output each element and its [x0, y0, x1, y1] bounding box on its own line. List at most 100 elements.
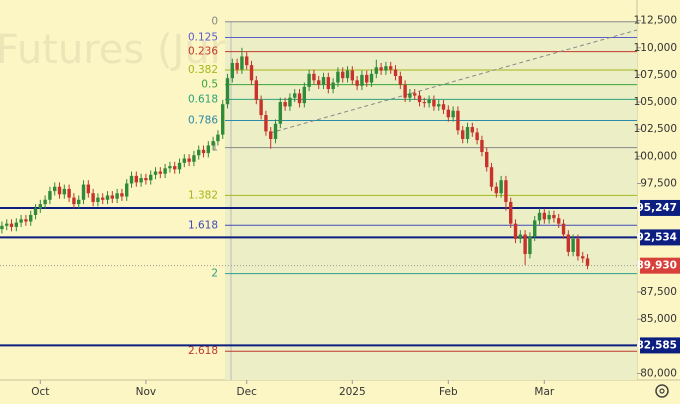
candle-body — [129, 175, 134, 184]
fib-label: 1.618 — [188, 219, 218, 231]
candle-body — [413, 93, 417, 96]
fib-label: 1.382 — [188, 189, 218, 201]
candle-body — [513, 223, 518, 239]
candle-body — [139, 178, 143, 183]
candle-body — [101, 197, 105, 200]
candle-body — [576, 238, 580, 257]
candle-body — [105, 195, 110, 200]
fib-label: 0.236 — [188, 46, 218, 58]
candle-body — [446, 109, 451, 118]
candle-body — [350, 70, 355, 81]
candle-body — [24, 219, 28, 222]
candle-body — [240, 56, 244, 70]
trend-line — [269, 29, 638, 134]
candle-body — [38, 204, 43, 209]
candle-body — [561, 223, 566, 235]
candle-body — [115, 193, 119, 199]
candle-body — [273, 123, 278, 139]
fib-zone — [225, 21, 637, 380]
candle-body — [317, 80, 321, 85]
fib-label: 0.382 — [188, 64, 218, 76]
candle-body — [173, 166, 177, 170]
price-tag — [640, 199, 680, 216]
candle-body — [523, 234, 527, 255]
price-tag-label: 95,247 — [636, 202, 677, 214]
settings-icon[interactable] — [655, 384, 669, 398]
candle-body — [19, 219, 23, 223]
candle-body — [269, 131, 273, 139]
candle-body — [475, 132, 479, 141]
candle-body — [77, 199, 81, 205]
fib-label: 2 — [211, 268, 218, 280]
y-tick-label: 112,500 — [634, 15, 677, 27]
candle-body — [417, 95, 422, 103]
candle-body — [403, 84, 407, 98]
candle-body — [393, 69, 398, 76]
x-tick-label: Feb — [439, 386, 458, 398]
candle-body — [144, 178, 148, 181]
candle-body — [230, 62, 235, 79]
candle-body — [14, 222, 19, 227]
candle-body — [96, 197, 100, 202]
x-tick-label: 2025 — [339, 386, 366, 398]
candle-body — [235, 62, 239, 70]
candle-body — [182, 158, 187, 163]
y-tick-label: 107,500 — [634, 69, 677, 81]
candle-body — [283, 102, 287, 107]
candle-body — [408, 93, 412, 98]
candle-body — [432, 99, 436, 107]
candle-body — [259, 99, 263, 116]
price-tag — [640, 229, 680, 246]
candle-body — [81, 184, 86, 200]
candle-body — [494, 186, 499, 194]
candle-body — [134, 175, 139, 183]
fib-label: 0.786 — [188, 115, 218, 127]
candle-body — [158, 171, 163, 174]
fib-label: 2.618 — [188, 345, 218, 357]
candle-body — [398, 76, 403, 85]
candle-body — [67, 188, 71, 198]
candle-body — [29, 214, 33, 222]
candle-body — [451, 110, 455, 118]
price-tag-label: 82,585 — [636, 339, 677, 351]
y-tick-label: 80,000 — [640, 367, 677, 379]
candle-body — [437, 104, 441, 107]
candle-body — [336, 71, 340, 83]
price-tag-label: 92,534 — [636, 231, 677, 243]
candle-body — [557, 218, 561, 224]
candle-body — [53, 186, 57, 192]
candle-body — [581, 256, 585, 259]
fib-label: 0.618 — [188, 93, 218, 105]
candle-body — [0, 225, 4, 230]
x-tick-label: Nov — [136, 386, 157, 398]
candle-body — [187, 158, 191, 162]
candle-body — [62, 188, 67, 195]
fib-label: 1 — [211, 142, 218, 154]
candle-body — [465, 127, 470, 139]
fib-label: 0.5 — [201, 79, 218, 91]
candle-body — [360, 74, 364, 86]
candle-body — [278, 102, 283, 124]
candle-body — [326, 77, 331, 90]
candle-body — [312, 73, 316, 81]
candle-body — [341, 71, 345, 79]
y-tick-label: 85,000 — [640, 313, 677, 325]
y-tick-label: 102,500 — [634, 123, 677, 135]
y-tick-label: 87,500 — [640, 286, 677, 298]
candle-body — [201, 149, 206, 154]
x-tick-label: Dec — [237, 386, 258, 398]
candle-body — [552, 214, 556, 219]
candle-body — [264, 115, 268, 132]
candle-body — [384, 66, 388, 71]
candle-body — [254, 80, 259, 100]
candle-body — [422, 102, 427, 104]
candle-body — [499, 180, 503, 194]
x-tick-label: Mar — [534, 386, 554, 398]
candle-body — [168, 166, 172, 169]
candle-body — [485, 152, 489, 168]
candle-body — [379, 67, 383, 71]
candle-body — [297, 93, 302, 104]
y-tick-label: 97,500 — [640, 177, 677, 189]
candle-body — [533, 220, 537, 237]
candle-body — [125, 183, 129, 197]
